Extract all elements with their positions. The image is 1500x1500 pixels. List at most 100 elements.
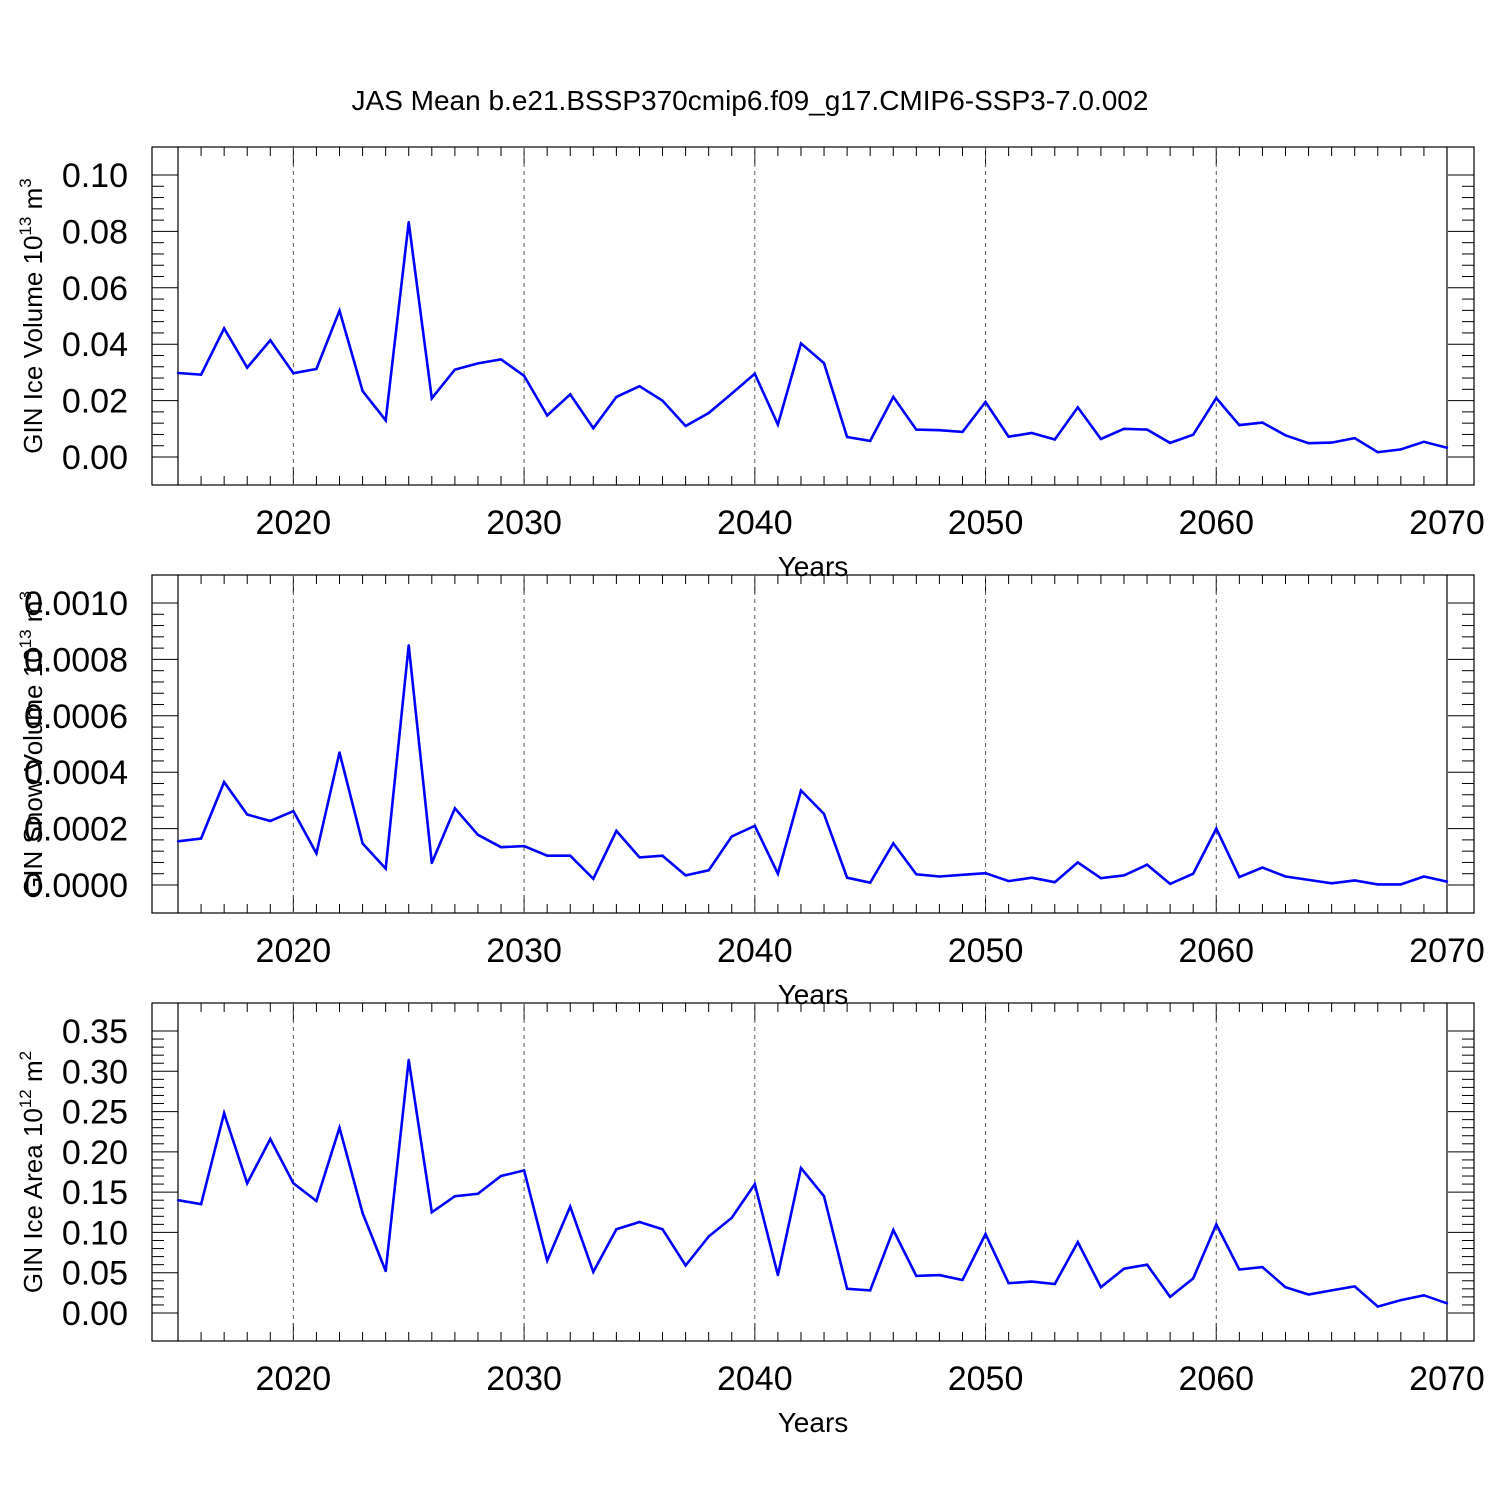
y-tick-label: 0.35 — [62, 1013, 128, 1051]
data-point — [1099, 1286, 1103, 1289]
data-point — [499, 358, 503, 361]
data-point — [569, 1205, 572, 1208]
data-point — [499, 846, 503, 849]
data-point — [1122, 1267, 1126, 1270]
data-point — [1238, 875, 1241, 879]
data-point — [315, 367, 318, 371]
data-point — [868, 439, 872, 443]
data-point — [199, 837, 203, 840]
data-point — [407, 1058, 410, 1062]
data-point — [1099, 877, 1103, 880]
data-point — [292, 809, 295, 813]
data-point — [776, 423, 780, 426]
data-point — [1168, 441, 1172, 445]
plot-frame — [151, 1002, 1475, 1342]
data-point — [776, 1273, 780, 1277]
plot-frame — [151, 574, 1475, 914]
data-point — [1053, 438, 1056, 441]
data-point — [361, 1211, 364, 1215]
data-point — [892, 395, 895, 399]
data-point — [868, 1289, 872, 1292]
data-point — [384, 419, 387, 422]
data-point — [315, 1199, 318, 1203]
data-point — [1399, 883, 1403, 886]
data-point — [730, 835, 733, 838]
data-point — [246, 1182, 249, 1185]
data-point — [1007, 879, 1010, 883]
data-point — [1030, 876, 1033, 879]
data-point — [638, 856, 641, 859]
data-point — [222, 1111, 226, 1115]
data-point — [1307, 878, 1310, 882]
data-point — [1215, 1223, 1218, 1226]
data-point — [592, 877, 595, 880]
data-point — [430, 1211, 433, 1214]
data-point — [1376, 451, 1379, 454]
x-tick-label: 2020 — [256, 932, 332, 970]
y-tick-label: 0.15 — [62, 1174, 128, 1212]
data-point — [1399, 1298, 1403, 1302]
data-point — [1168, 882, 1172, 886]
data-point — [338, 1126, 341, 1129]
data-point — [684, 424, 687, 428]
data-point — [638, 385, 641, 388]
data-point — [1192, 433, 1195, 436]
data-point — [1076, 1240, 1080, 1244]
data-point — [199, 373, 203, 376]
y-tick-label: 0.20 — [62, 1134, 128, 1172]
figure-title: JAS Mean b.e21.BSSP370cmip6.f09_g17.CMIP… — [352, 85, 1149, 116]
data-point — [592, 427, 595, 430]
data-point — [1053, 880, 1056, 884]
data-point — [222, 327, 226, 330]
data-point — [453, 1194, 457, 1198]
data-point — [915, 873, 918, 876]
chart-2: 2020 2030 2040 2050 2060 2070 0.0000 0.0002 0.00… — [16, 574, 1485, 1010]
data-point — [1445, 446, 1449, 449]
data-point — [222, 780, 226, 784]
data-point — [730, 392, 733, 395]
data-point — [1007, 1281, 1010, 1285]
data-point — [545, 1259, 549, 1262]
data-point — [961, 430, 964, 434]
data-point — [1284, 1286, 1287, 1289]
data-point — [1215, 396, 1218, 400]
data-point — [176, 1199, 180, 1202]
data-point — [868, 881, 872, 884]
data-point — [707, 869, 710, 872]
x-axis-label: Years — [778, 551, 849, 582]
data-point — [1215, 827, 1218, 830]
data-point — [292, 1182, 295, 1185]
y-tick-label: 0.02 — [62, 383, 128, 421]
data-point — [661, 1228, 664, 1231]
series-line — [177, 221, 1448, 454]
data-point — [753, 1182, 757, 1186]
data-point — [1445, 1302, 1449, 1305]
data-point — [522, 1169, 526, 1172]
y-tick-label: 0.0002 — [24, 811, 128, 849]
data-point — [845, 1287, 849, 1291]
y-tick-label: 0.04 — [62, 326, 128, 364]
data-point — [1330, 882, 1333, 885]
data-point — [269, 1137, 272, 1141]
y-axis-label: GIN Snow Volume 1013 m3 — [16, 591, 48, 897]
data-point — [1030, 1280, 1033, 1283]
y-tick-label: 0.10 — [62, 157, 128, 195]
data-point — [1445, 880, 1449, 883]
data-point — [1076, 861, 1080, 864]
data-point — [615, 1228, 618, 1231]
data-point — [453, 368, 457, 371]
data-point — [799, 1166, 803, 1170]
x-axis-label: Years — [778, 979, 849, 1010]
x-tick-label: 2030 — [486, 1360, 562, 1398]
data-point — [1238, 423, 1241, 427]
data-point — [730, 1216, 733, 1220]
data-point — [961, 873, 964, 877]
data-point — [1192, 1277, 1195, 1280]
data-point — [1399, 448, 1403, 451]
data-point — [569, 854, 572, 857]
y-axis-label: GIN Ice Volume 1013 m3 — [16, 178, 48, 454]
x-tick-label: 2060 — [1178, 932, 1254, 970]
data-point — [545, 414, 549, 417]
y-tick-label: 0.30 — [62, 1053, 128, 1091]
data-point — [292, 372, 295, 375]
